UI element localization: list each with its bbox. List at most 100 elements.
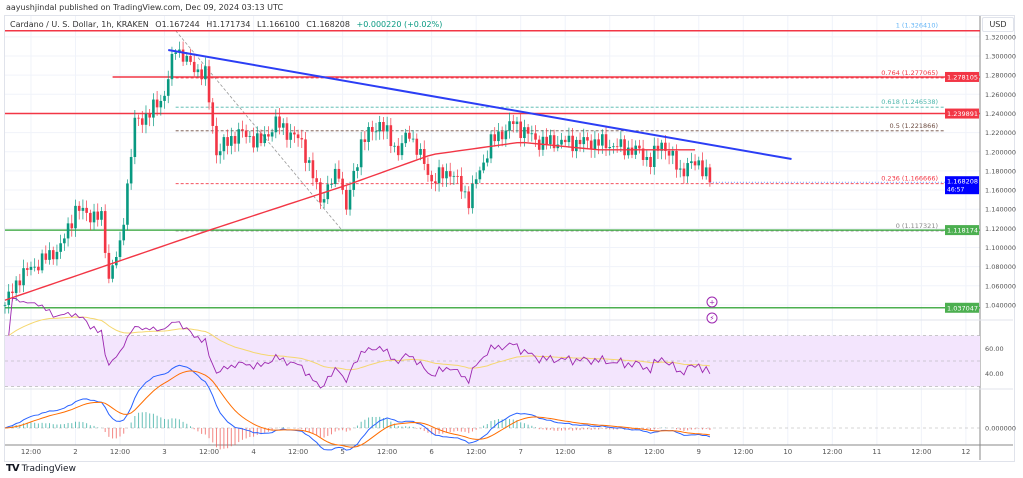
trendline <box>168 48 792 161</box>
tv-logo-icon: TV <box>6 463 20 474</box>
candle-body <box>638 145 641 149</box>
candle-body <box>530 133 534 135</box>
time-axis-label: 12 <box>961 448 970 456</box>
plus-glyph: + <box>709 299 715 307</box>
candle-body <box>615 146 619 148</box>
candle-body <box>422 148 426 164</box>
candle-body <box>549 135 552 145</box>
candle-body <box>515 121 519 125</box>
candle-body <box>385 125 389 132</box>
publisher-caption: aayushjindal published on TradingView.co… <box>6 3 284 12</box>
fib-level-label: 0.236 (1.166666) <box>881 175 938 183</box>
candle-body <box>697 160 701 166</box>
candle-body <box>230 136 233 146</box>
candle-body <box>322 199 326 203</box>
price-axis-label: 1.060000 <box>985 282 1016 290</box>
candle-body <box>200 69 203 80</box>
candle-body <box>293 132 296 135</box>
candle-body <box>29 266 33 270</box>
candle-body <box>226 137 229 146</box>
candle-body <box>656 145 660 151</box>
time-axis-label: 11 <box>872 448 881 456</box>
candle-body <box>645 156 649 160</box>
candle-body <box>589 140 593 150</box>
time-axis-label: 6 <box>429 448 434 456</box>
fib-level-label: 1 (1.326410) <box>896 22 938 30</box>
candle-body <box>567 135 571 143</box>
candle-body <box>11 291 14 294</box>
candle-body <box>664 142 667 151</box>
candle-body <box>166 79 170 96</box>
candle-body <box>445 171 448 179</box>
price-axis-label: 1.040000 <box>985 301 1016 309</box>
candle-body <box>59 243 62 252</box>
brand-name: TradingView <box>21 463 76 474</box>
price-axis-label: 1.240000 <box>985 110 1016 118</box>
add-plus-icon[interactable] <box>706 296 718 308</box>
currency-button[interactable]: USD <box>982 17 1014 32</box>
price-level-badge-text: 1.037047 <box>947 304 978 312</box>
candle-body <box>686 163 689 177</box>
price-axis-label: 1.120000 <box>985 225 1016 233</box>
candle-body <box>77 205 81 211</box>
price-axis-label: 1.320000 <box>985 33 1016 41</box>
candle-body <box>523 127 526 139</box>
candle-body <box>630 147 634 155</box>
symbol-name[interactable]: Cardano / U. S. Dollar, 1h, KRAKEN <box>10 20 149 29</box>
candle-body <box>81 207 85 211</box>
time-axis-label: 12:00 <box>644 448 664 456</box>
candle-body <box>129 156 133 184</box>
candle-body <box>578 139 582 145</box>
candle-body <box>708 167 712 183</box>
candle-body <box>504 130 508 140</box>
last-price-badge <box>945 176 979 195</box>
candle-body <box>612 146 615 148</box>
tradingview-logo[interactable]: TV TradingView <box>6 463 76 474</box>
candle-body <box>270 132 274 137</box>
candle-body <box>586 137 589 141</box>
candle-body <box>181 49 185 62</box>
candle-body <box>48 250 51 260</box>
candle-body <box>44 253 48 260</box>
candle-body <box>682 168 686 177</box>
price-axis-label: 1.220000 <box>985 129 1016 137</box>
candle-body <box>460 175 463 192</box>
ohlc-close: C1.168208 <box>306 20 350 29</box>
candle-body <box>359 139 363 168</box>
candle-body <box>575 139 578 152</box>
ohlc-low: L1.166100 <box>257 20 300 29</box>
candle-body <box>474 179 478 184</box>
fib-level-label: 0.5 (1.221866) <box>890 122 939 130</box>
candle-body <box>415 138 419 155</box>
candle-body <box>582 137 586 145</box>
candle-body <box>115 257 118 266</box>
rsi-axis-label: 60.00 <box>985 345 1004 353</box>
candle-body <box>252 136 255 148</box>
candle-body <box>307 160 311 163</box>
ohlc-high: H1.171734 <box>206 20 251 29</box>
candle-body <box>107 252 111 279</box>
candle-body <box>140 118 144 125</box>
candle-body <box>18 280 22 286</box>
candle-body <box>497 131 500 142</box>
candle-body <box>40 253 44 271</box>
candle-body <box>22 268 25 286</box>
candle-body <box>259 133 263 144</box>
candle-body <box>519 121 522 139</box>
fib-level-label: 0 (1.117321) <box>896 222 938 230</box>
candle-body <box>374 131 378 133</box>
candle-body <box>211 102 215 126</box>
candle-body <box>363 139 367 142</box>
candle-body <box>133 117 137 157</box>
candle-body <box>185 55 189 62</box>
candle-body <box>463 191 467 193</box>
price-level-badge <box>945 225 979 236</box>
candle-body <box>619 139 623 147</box>
candle-body <box>352 170 356 190</box>
candle-body <box>255 133 259 148</box>
macd-signal-line <box>4 370 710 448</box>
candle-body <box>623 139 626 156</box>
lightning-icon[interactable] <box>706 312 718 324</box>
candle-body <box>675 150 678 170</box>
